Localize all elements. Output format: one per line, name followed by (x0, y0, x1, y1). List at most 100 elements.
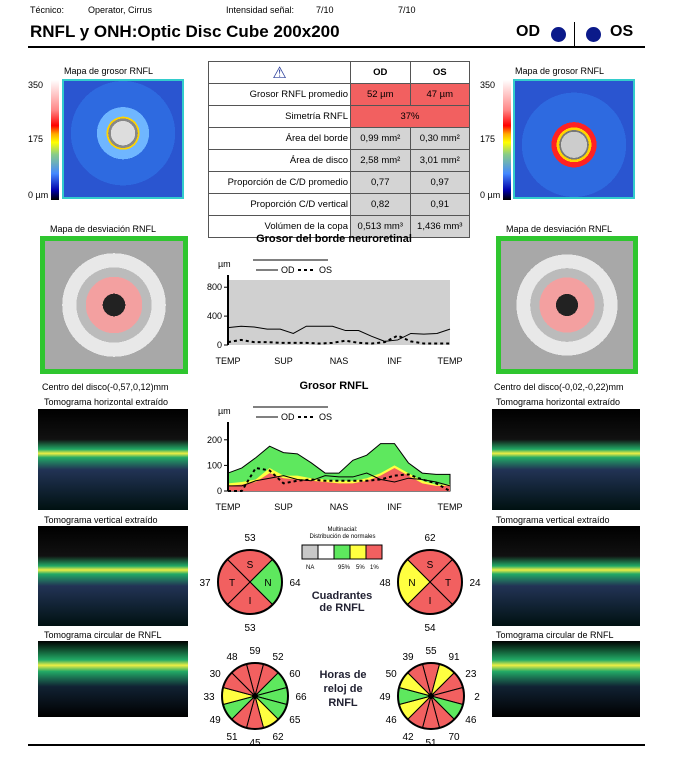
signal-label: Intensidad señal: (226, 5, 295, 15)
os-thickness-map (513, 79, 635, 199)
series-od-line (227, 325, 451, 342)
os-deviation-map (496, 236, 638, 374)
signal-od: 7/10 (316, 5, 334, 15)
row-value-od: 0,77 (350, 171, 411, 194)
series-os-line (228, 466, 451, 492)
row-label: Simetría RNFL (208, 105, 351, 128)
normals-legend-swatch (301, 544, 319, 560)
x-tick-label: NAS (330, 356, 349, 366)
clock-value: 66 (295, 692, 307, 703)
y-tick-label: 400 (207, 311, 222, 321)
quadrant-letter: T (229, 578, 235, 589)
clock-value: 51 (226, 732, 238, 743)
table-row: Proporción C/D vertical 0,82 0,91 (208, 193, 470, 216)
od-dot-icon (551, 27, 566, 42)
x-tick-label: INF (387, 356, 402, 366)
quadrant-value: 62 (424, 533, 436, 544)
y-tick-label: 800 (207, 282, 222, 292)
clock-title-3: RNFL (328, 697, 358, 709)
quadrant-value: 64 (289, 578, 301, 589)
x-tick-label: TEMP (437, 356, 462, 366)
quadrant-letter: N (264, 578, 271, 589)
scale-max: 350 (28, 80, 44, 90)
clock-value: 49 (210, 715, 222, 726)
report-title: RNFL y ONH:Optic Disc Cube 200x200 (30, 22, 340, 41)
clock-outline (221, 662, 289, 730)
od-horizontal-tomogram (38, 409, 188, 510)
quadrants-title: Cuadrantes de RNFL (300, 590, 384, 614)
table-row: Área de disco 2,58 mm² 3,01 mm² (208, 149, 470, 172)
warning-icon: ⚠ (208, 61, 351, 84)
os-circular-label: Tomograma circular de RNFL (496, 630, 614, 640)
clock-value: 42 (402, 732, 414, 743)
clock-value: 49 (379, 692, 391, 703)
row-value-os: 47 µm (409, 83, 470, 106)
clock-value: 45 (249, 738, 261, 749)
y-tick-label: 0 (217, 486, 222, 496)
row-label: Área del borde (208, 127, 351, 150)
legend-os: OS (319, 265, 332, 275)
y-axis-label: µm (218, 406, 231, 416)
os-vertical-label: Tomograma vertical extraído (496, 515, 610, 525)
plot-background (228, 280, 450, 345)
clock-value: 91 (448, 652, 460, 663)
y-axis-label: µm (218, 259, 231, 269)
os-horizontal-label: Tomograma horizontal extraído (496, 397, 621, 407)
signal-os: 7/10 (398, 5, 416, 15)
clock-title-1: Horas de (319, 669, 367, 681)
clock-value: 30 (210, 669, 222, 680)
row-value-od: 52 µm (350, 83, 411, 106)
clock-value: 62 (272, 732, 284, 743)
scale-mid: 175 (480, 134, 496, 144)
quadrant-letter: N (408, 578, 415, 589)
clock-value: 52 (272, 652, 284, 663)
legend-os: OS (319, 412, 332, 422)
clock-value: 51 (425, 738, 437, 749)
clock-value: 60 (289, 669, 301, 680)
metrics-table: ⚠ OD OS Grosor RNFL promedio 52 µm 47 µm Si… (208, 61, 470, 238)
legend-title-2: Distribución de normales (309, 534, 376, 540)
clock-value: 46 (465, 715, 477, 726)
row-value-os: 0,30 mm² (409, 127, 470, 150)
od-thickness-map (62, 79, 184, 199)
legend-od: OD (281, 412, 295, 422)
scale-min: 0 µm (28, 190, 49, 200)
os-color-scale (503, 80, 511, 200)
quadrant-value: 37 (199, 578, 211, 589)
normals-legend-label: NA (306, 565, 314, 571)
os-horizontal-tomogram (492, 409, 640, 510)
row-value-od: 0,513 mm³ (350, 215, 411, 238)
row-label: Área de disco (208, 149, 351, 172)
od-horizontal-label: Tomograma horizontal extraído (44, 397, 169, 407)
normals-legend-swatch (333, 544, 351, 560)
od-color-scale (51, 80, 59, 200)
normals-legend-label: 1% (370, 565, 379, 571)
quadrant-value: 48 (379, 578, 391, 589)
chart-title: Grosor del borde neuroretinal (256, 233, 412, 245)
normals-legend-title: Multinacial: Distribución de normales (300, 527, 385, 541)
quadrant-letter: S (427, 560, 434, 571)
quadrant-value: 53 (244, 623, 256, 634)
od-circular-tomogram (38, 641, 188, 717)
clock-title: Horas de reloj de RNFL (303, 668, 383, 710)
table-row: Volúmen de la copa 0,513 mm³ 1,436 mm³ (208, 215, 470, 238)
quadrant-value: 24 (469, 578, 481, 589)
clock-center (428, 693, 434, 699)
od-thickness-map-label: Mapa de grosor RNFL (64, 66, 154, 76)
legend-od: OD (281, 265, 295, 275)
row-value-os: 1,436 mm³ (409, 215, 470, 238)
row-value-both: 37% (350, 105, 470, 128)
col-od: OD (350, 61, 411, 84)
clock-value: 65 (289, 715, 301, 726)
clock-value: 50 (386, 669, 398, 680)
eye-divider (574, 22, 575, 46)
y-tick-label: 100 (207, 460, 222, 470)
x-tick-label: INF (387, 502, 402, 512)
clock-value: 48 (226, 652, 238, 663)
clock-value: 59 (249, 646, 261, 657)
od-deviation-map (40, 236, 188, 374)
table-row: Simetría RNFL 37% (208, 105, 470, 128)
row-label: Proporción de C/D promedio (208, 171, 351, 194)
title-divider (28, 46, 645, 48)
row-label: Proporción C/D vertical (208, 193, 351, 216)
